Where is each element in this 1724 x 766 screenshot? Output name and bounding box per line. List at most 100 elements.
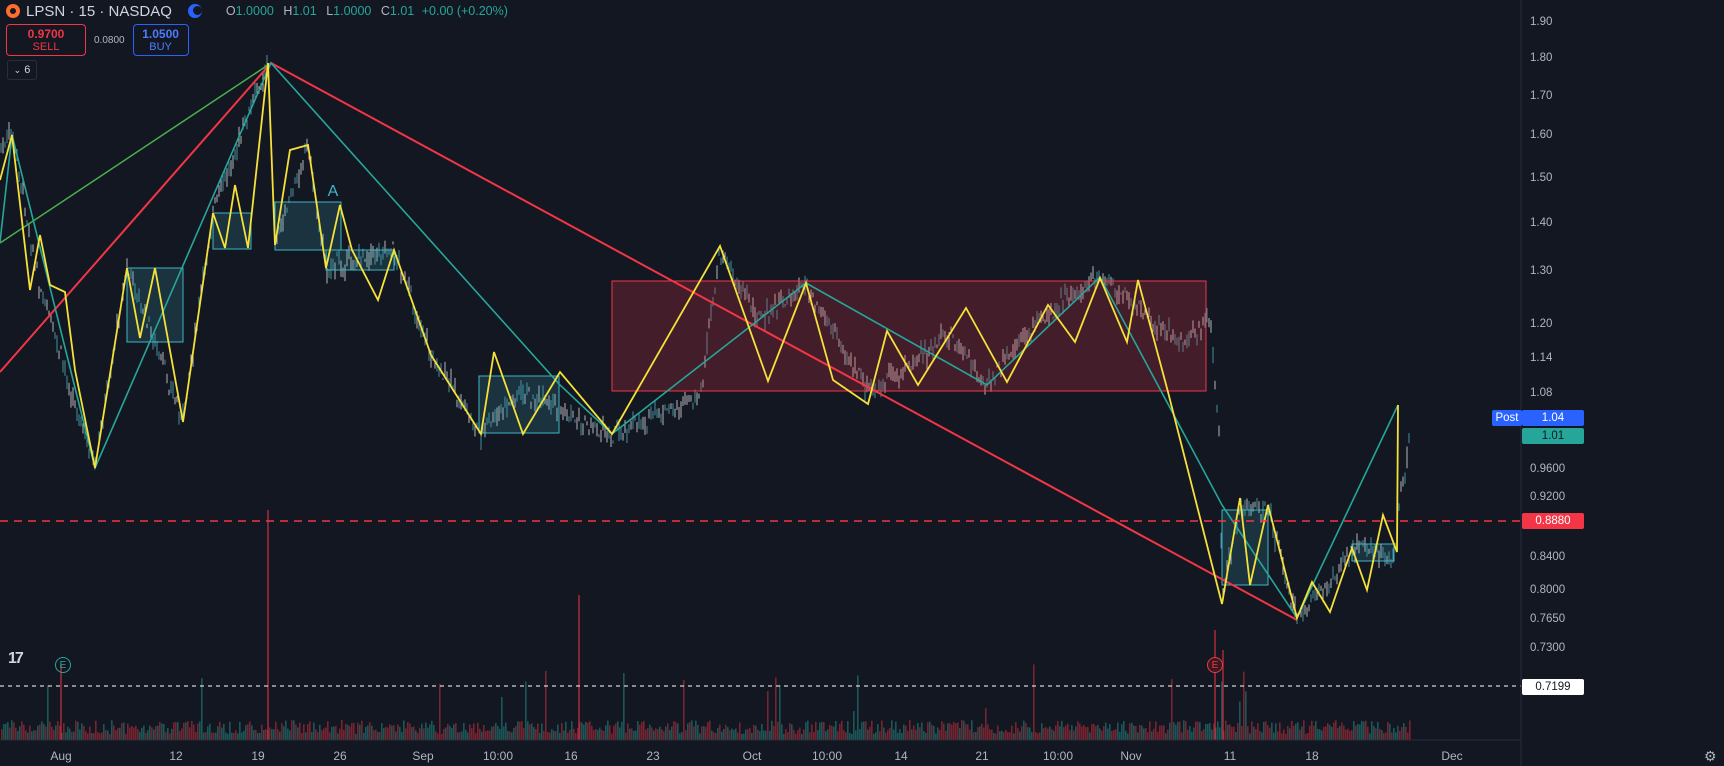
symbol-title[interactable]: LPSN · 15 · NASDAQ [26, 2, 172, 20]
volume-bar [897, 732, 899, 740]
volume-bar [1369, 733, 1371, 740]
volume-bar [797, 730, 799, 740]
volume-bar [1065, 725, 1067, 740]
volume-bar [11, 720, 13, 740]
volume-bar [707, 722, 709, 740]
volume-bar [1247, 726, 1249, 740]
volume-bar [125, 733, 127, 740]
volume-bar [381, 723, 383, 740]
volume-bar [221, 727, 223, 740]
volume-bar [113, 725, 115, 740]
volume-bar [787, 732, 789, 740]
volume-bar [1081, 726, 1083, 740]
volume-bar [109, 733, 111, 740]
volume-bar [887, 730, 889, 740]
volume-bar [1253, 726, 1255, 740]
volume-bar [37, 725, 39, 740]
volume-bar [657, 729, 659, 740]
volume-bar [129, 727, 131, 740]
volume-bar [1143, 728, 1145, 740]
gear-icon[interactable]: ⚙ [1704, 748, 1717, 764]
volume-bar [387, 727, 389, 740]
volume-bar [985, 708, 987, 740]
volume-bar [599, 727, 601, 740]
time-tick-label: 16 [564, 749, 578, 763]
volume-bar [1214, 630, 1216, 740]
volume-bar [321, 730, 323, 740]
volume-bar [1407, 732, 1409, 740]
volume-bar [1273, 732, 1275, 740]
volume-bar [621, 721, 623, 740]
volume-bar [553, 730, 555, 740]
volume-bar [81, 723, 83, 740]
volume-bar [1293, 725, 1295, 740]
volume-bar [285, 720, 287, 740]
volume-bar [1093, 723, 1095, 740]
volume-bar [1327, 722, 1329, 740]
volume-bar [1301, 726, 1303, 740]
volume-bar [863, 721, 865, 740]
volume-bar [523, 728, 525, 740]
volume-bar [1149, 721, 1151, 740]
volume-bar [803, 729, 805, 740]
volume-bar [649, 724, 651, 740]
volume-bar [77, 721, 79, 740]
volume-bar [1285, 733, 1287, 740]
volume-bar [89, 726, 91, 740]
volume-bar [959, 728, 961, 740]
volume-bar [1357, 724, 1359, 740]
sell-button[interactable]: 0.9700 SELL [6, 24, 86, 56]
volume-bar [361, 720, 363, 740]
volume-bar [753, 724, 755, 740]
volume-bar [889, 727, 891, 740]
volume-bar [1267, 725, 1269, 740]
volume-bar [559, 733, 561, 740]
volume-bar [493, 725, 495, 740]
volume-bar [1179, 721, 1181, 740]
volume-bar [255, 729, 257, 740]
volume-bar [1383, 733, 1385, 740]
volume-bar [997, 725, 999, 740]
volume-bar [929, 721, 931, 740]
volume-bar [349, 726, 351, 740]
volume-bar [1029, 727, 1031, 740]
volume-bar [15, 727, 17, 740]
volume-bar [659, 726, 661, 740]
volume-bar [1175, 724, 1177, 740]
volume-bar [685, 730, 687, 740]
volume-bar [269, 727, 271, 740]
volume-bar [641, 722, 643, 740]
volume-bar [975, 731, 977, 740]
volume-bar [835, 720, 837, 740]
volume-bar [55, 725, 57, 740]
earnings-icon[interactable]: E [55, 657, 71, 673]
volume-bar [853, 711, 855, 740]
volume-bar [765, 730, 767, 740]
volume-bar [463, 722, 465, 740]
earnings-icon[interactable]: E [1207, 657, 1223, 673]
volume-bar [549, 732, 551, 740]
volume-bar [713, 732, 715, 740]
volume-bar [629, 728, 631, 740]
volume-bar [859, 729, 861, 740]
volume-bar [911, 729, 913, 740]
volume-bar [825, 731, 827, 740]
volume-bar [677, 723, 679, 740]
volume-bar [575, 733, 577, 740]
volume-bar [411, 727, 413, 740]
volume-bar [105, 730, 107, 740]
indicators-toggle[interactable]: ⌄ 6 [7, 60, 37, 80]
volume-bar [1125, 730, 1127, 740]
volume-bar [789, 723, 791, 740]
volume-bar [297, 727, 299, 740]
volume-bar [1113, 730, 1115, 740]
volume-bar [851, 733, 853, 740]
volume-bar [165, 732, 167, 740]
buy-button[interactable]: 1.0500 BUY [132, 24, 189, 56]
volume-bar [47, 685, 49, 740]
volume-bar [525, 681, 527, 740]
volume-bar [655, 728, 657, 740]
market-status-icon [187, 4, 202, 18]
volume-bar [263, 729, 265, 740]
